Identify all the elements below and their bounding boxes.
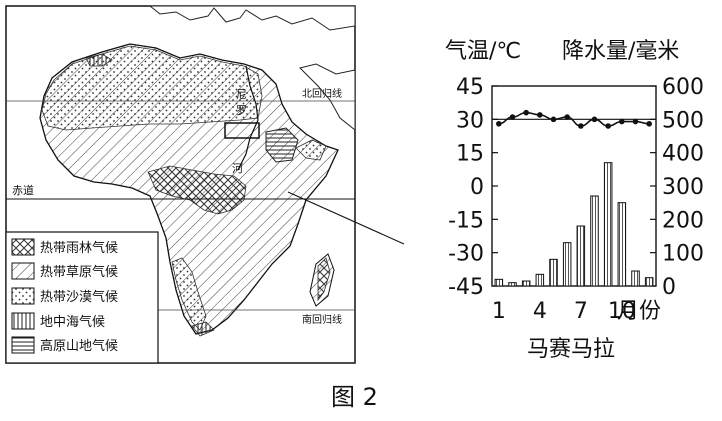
left-tick-label: 0 bbox=[470, 175, 484, 200]
legend-swatch bbox=[11, 312, 35, 330]
europe-outline bbox=[148, 5, 356, 31]
legend-swatch bbox=[11, 336, 35, 354]
legend-item-rainforest: 热带雨林气候 bbox=[11, 238, 118, 256]
temperature-point bbox=[550, 116, 557, 123]
right-tick-label: 300 bbox=[662, 175, 704, 200]
temperature-point bbox=[523, 109, 529, 116]
legend-label: 地中海气候 bbox=[40, 314, 105, 330]
legend: 热带雨林气候 热带草原气候 热带沙漠气候 地中海气候 高原山地气候 bbox=[5, 231, 159, 364]
right-tick-label: 0 bbox=[662, 275, 676, 300]
legend-swatch bbox=[11, 262, 35, 280]
precipitation-bar bbox=[576, 225, 586, 287]
x-axis-ticks: 1 4 7 10 bbox=[492, 299, 636, 324]
legend-item-mediterranean: 地中海气候 bbox=[11, 312, 105, 330]
precipitation-bar bbox=[494, 278, 504, 287]
equator-label: 赤道 bbox=[12, 183, 34, 197]
precipitation-bar bbox=[549, 258, 558, 287]
legend-label: 热带雨林气候 bbox=[40, 240, 118, 256]
legend-label: 热带草原气候 bbox=[40, 264, 118, 280]
legend-label: 热带沙漠气候 bbox=[40, 289, 118, 305]
right-axis-label: 降水量/毫米 bbox=[562, 39, 679, 64]
x-tick-label: 4 bbox=[533, 299, 547, 324]
right-tick-label: 100 bbox=[662, 242, 704, 267]
figure-caption: 图 2 bbox=[331, 383, 378, 411]
legend-item-savanna: 热带草原气候 bbox=[11, 262, 118, 280]
x-tick-label: 10 bbox=[608, 299, 636, 324]
temperature-point bbox=[632, 118, 639, 125]
precipitation-bar bbox=[603, 162, 613, 287]
temperature-point bbox=[646, 120, 652, 127]
precipitation-bar bbox=[508, 282, 517, 287]
arabia-outline bbox=[299, 63, 356, 132]
x-unit-label: 月份 bbox=[617, 299, 661, 324]
left-axis-label: 气温/℃ bbox=[445, 39, 521, 64]
desert-zone-horn bbox=[295, 139, 327, 161]
precipitation-bar bbox=[535, 273, 545, 287]
station-name: 马赛马拉 bbox=[527, 337, 615, 362]
river-label-2: 罗 bbox=[236, 104, 247, 117]
left-tick-label: -45 bbox=[448, 275, 484, 300]
climate-chart: 气温/℃ 降水量/毫米 45 30 15 0 -15 -30 -45 600 500 400 30… bbox=[445, 39, 704, 362]
precipitation-bar bbox=[617, 202, 627, 287]
tropic-cancer-label: 北回归线 bbox=[302, 87, 342, 100]
river-label-1: 尼 bbox=[236, 88, 247, 101]
legend-label: 高原山地气候 bbox=[40, 338, 118, 354]
temperature-point bbox=[578, 123, 584, 129]
x-tick-label: 7 bbox=[574, 299, 588, 324]
highland-zone bbox=[265, 127, 299, 163]
left-tick-label: 45 bbox=[456, 75, 484, 100]
temperature-point bbox=[496, 120, 502, 127]
legend-item-desert: 热带沙漠气候 bbox=[11, 287, 118, 305]
x-tick-label: 1 bbox=[492, 299, 506, 324]
mediterranean-zone-north bbox=[85, 53, 113, 67]
left-tick-label: 30 bbox=[456, 108, 484, 133]
pointer-line bbox=[287, 191, 405, 245]
region-box-marker bbox=[224, 122, 260, 139]
rainforest-zone bbox=[147, 165, 247, 215]
temperature-point bbox=[605, 123, 611, 129]
right-tick-label: 400 bbox=[662, 142, 704, 167]
right-tick-label: 200 bbox=[662, 208, 704, 233]
mediterranean-zone-south bbox=[191, 321, 215, 337]
madagascar-outline bbox=[309, 253, 335, 307]
precipitation-bar bbox=[562, 242, 572, 287]
temperature-point bbox=[591, 116, 598, 123]
left-tick-label: 15 bbox=[456, 142, 484, 167]
precipitation-bar bbox=[644, 277, 654, 287]
precipitation-bar bbox=[521, 280, 531, 287]
temperature-line bbox=[496, 109, 652, 129]
right-tick-label: 500 bbox=[662, 108, 704, 133]
left-axis-ticks: 45 30 15 0 -15 -30 -45 bbox=[448, 75, 498, 300]
precipitation-bar bbox=[590, 195, 599, 287]
legend-item-highland: 高原山地气候 bbox=[11, 336, 118, 354]
river-label-3: 河 bbox=[232, 162, 243, 175]
right-axis-ticks: 600 500 400 300 200 100 0 bbox=[650, 75, 704, 300]
precipitation-bar bbox=[631, 270, 640, 287]
africa-map: 赤道 北回归线 南回归线 尼 罗 河 热带雨林气候 热带草原气候 热带沙漠气候 bbox=[5, 5, 405, 364]
temperature-point bbox=[564, 114, 570, 120]
legend-swatch bbox=[11, 287, 35, 305]
precipitation-bars bbox=[494, 162, 654, 287]
temperature-point bbox=[537, 112, 543, 118]
right-tick-label: 600 bbox=[662, 75, 704, 100]
legend-swatch bbox=[11, 238, 35, 256]
left-tick-label: -30 bbox=[448, 242, 484, 267]
temperature-point bbox=[619, 118, 625, 125]
tropic-capricorn-label: 南回归线 bbox=[302, 313, 342, 326]
left-tick-label: -15 bbox=[448, 208, 484, 233]
temperature-point bbox=[509, 114, 516, 120]
nile-river bbox=[237, 65, 259, 171]
